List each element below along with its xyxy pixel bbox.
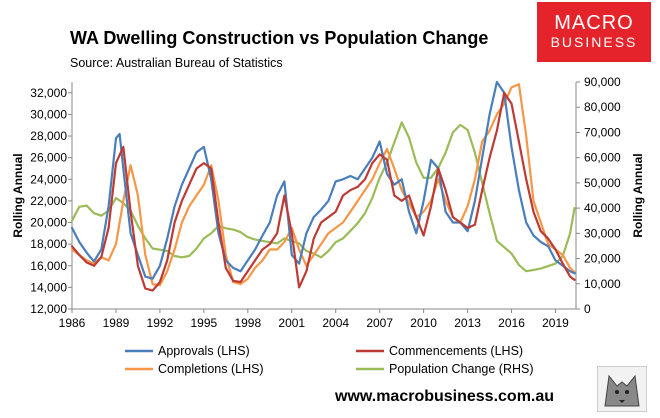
y-left-tick-label: 12,000 [30,302,67,316]
y-right-axis-title: Rolling Annual [631,153,645,237]
y-right-tick-label: 80,000 [584,100,621,114]
x-tick-label: 1992 [147,316,174,330]
y-left-tick-label: 30,000 [30,107,67,121]
x-tick-label: 2016 [498,316,525,330]
y-right-tick-label: 50,000 [584,176,621,190]
x-tick-label: 2004 [322,316,349,330]
series-line-population [70,121,576,273]
legend-label: Approvals (LHS) [158,344,250,358]
y-right-tick-label: 90,000 [584,75,621,89]
y-right-tick-label: 40,000 [584,201,621,215]
y-left-tick-label: 18,000 [30,237,67,251]
chart-title: WA Dwelling Construction vs Population C… [70,28,489,48]
y-left-tick-label: 26,000 [30,151,67,165]
x-tick-label: 2013 [454,316,481,330]
legend-label: Commencements (LHS) [389,344,523,358]
y-left-tick-label: 28,000 [30,129,67,143]
x-tick-label: 2010 [410,316,437,330]
x-tick-label: 2019 [542,316,569,330]
wolf-logo-icon [597,366,647,412]
y-right-tick-label: 0 [584,302,591,316]
y-left-tick-label: 32,000 [30,86,67,100]
x-tick-label: 2007 [366,316,393,330]
series-line-commencements [70,91,576,292]
y-left-tick-label: 20,000 [30,216,67,230]
y-right-tick-label: 10,000 [584,277,621,291]
footer-url[interactable]: www.macrobusiness.com.au [335,388,555,405]
logo-line1: MACRO [554,12,634,34]
y-left-tick-label: 22,000 [30,194,67,208]
x-tick-label: 1995 [191,316,218,330]
y-right-tick-label: 70,000 [584,125,621,139]
chart-source: Source: Australian Bureau of Statistics [70,56,283,70]
y-right-tick-label: 20,000 [584,252,621,266]
macrobusiness-logo: MACRO BUSINESS [537,2,651,62]
x-tick-label: 1989 [103,316,130,330]
x-tick-label: 1986 [59,316,86,330]
y-left-axis-title: Rolling Annual [11,153,25,237]
y-left-tick-label: 14,000 [30,280,67,294]
x-tick-label: 2001 [278,316,305,330]
series-line-approvals [70,80,576,280]
legend-label: Completions (LHS) [158,362,264,376]
y-right-tick-label: 60,000 [584,151,621,165]
y-left-tick-label: 16,000 [30,259,67,273]
logo-line2: BUSINESS [550,34,638,50]
y-right-tick-label: 30,000 [584,226,621,240]
x-tick-label: 1998 [234,316,261,330]
legend-label: Population Change (RHS) [389,362,534,376]
y-left-tick-label: 24,000 [30,172,67,186]
